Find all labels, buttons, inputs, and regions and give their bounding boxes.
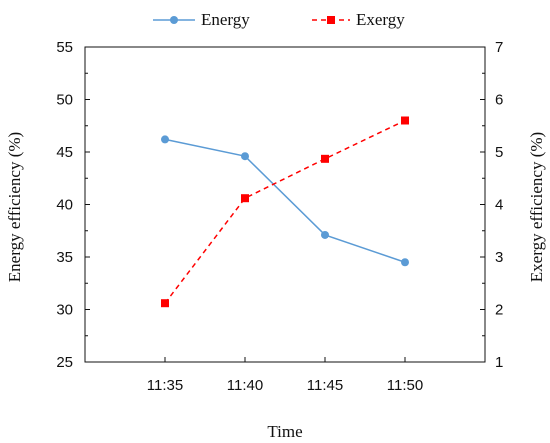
data-point-exergy xyxy=(321,154,329,163)
left-y-tick-label: 35 xyxy=(56,249,73,266)
left-y-tick-label: 25 xyxy=(56,354,73,371)
right-y-tick-label: 5 xyxy=(495,144,503,161)
data-point-energy xyxy=(321,230,329,239)
left-y-tick-label: 55 xyxy=(56,39,73,56)
series-line-energy xyxy=(164,138,406,263)
left-y-tick-label: 45 xyxy=(56,144,73,161)
data-point-energy xyxy=(241,152,249,161)
legend-energy-label: Energy xyxy=(201,10,250,29)
x-tick-label: 11:35 xyxy=(147,377,183,394)
data-point-energy xyxy=(161,135,169,144)
right-y-tick-label: 6 xyxy=(495,92,503,109)
plot-area-border xyxy=(84,46,486,363)
right-y-tick-label: 4 xyxy=(495,197,503,214)
data-point-exergy xyxy=(161,299,169,308)
data-point-energy xyxy=(401,258,409,267)
x-tick-label: 11:45 xyxy=(307,377,343,394)
x-axis: 11:35 11:40 11:45 11:50 xyxy=(147,357,423,394)
left-y-axis: 25 30 35 40 45 50 55 xyxy=(56,39,90,371)
legend-exergy-marker xyxy=(327,16,335,24)
plot-frame xyxy=(84,46,486,363)
left-y-axis-title: Energy efficiency (%) xyxy=(5,132,24,282)
data-point-exergy xyxy=(241,194,249,203)
series-line-exergy xyxy=(164,119,406,304)
legend-exergy-label: Exergy xyxy=(356,10,405,29)
right-y-tick-label: 7 xyxy=(495,39,503,56)
right-y-tick-label: 3 xyxy=(495,249,503,266)
x-tick-label: 11:40 xyxy=(227,377,263,394)
legend-item-energy: Energy xyxy=(153,10,250,29)
right-y-tick-label: 2 xyxy=(495,302,503,319)
left-y-tick-label: 30 xyxy=(56,302,73,319)
right-y-tick-label: 1 xyxy=(495,354,503,371)
left-y-tick-label: 50 xyxy=(56,92,73,109)
right-y-axis: 1 2 3 4 5 6 7 xyxy=(480,39,503,371)
legend-item-exergy: Exergy xyxy=(312,10,405,29)
legend: Energy Exergy xyxy=(153,10,405,29)
right-y-axis-title: Exergy efficiency (%) xyxy=(527,132,546,282)
data-point-exergy xyxy=(401,116,409,125)
legend-energy-marker xyxy=(170,16,178,24)
series-layer xyxy=(161,116,409,308)
x-axis-title: Time xyxy=(267,422,302,441)
left-y-tick-label: 40 xyxy=(56,197,73,214)
x-tick-label: 11:50 xyxy=(387,377,423,394)
